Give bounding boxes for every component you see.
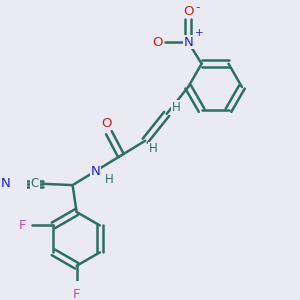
Text: H: H xyxy=(104,173,113,186)
Text: N: N xyxy=(183,36,193,49)
Text: H: H xyxy=(149,142,158,155)
Text: O: O xyxy=(152,36,163,49)
Text: O: O xyxy=(101,117,111,130)
Text: F: F xyxy=(19,219,26,232)
Text: -: - xyxy=(195,1,200,14)
Text: +: + xyxy=(195,28,203,38)
Text: N: N xyxy=(91,165,100,178)
Text: F: F xyxy=(73,287,80,300)
Text: O: O xyxy=(183,5,194,18)
Text: C: C xyxy=(31,177,39,190)
Text: N: N xyxy=(1,177,10,190)
Text: H: H xyxy=(172,101,181,114)
